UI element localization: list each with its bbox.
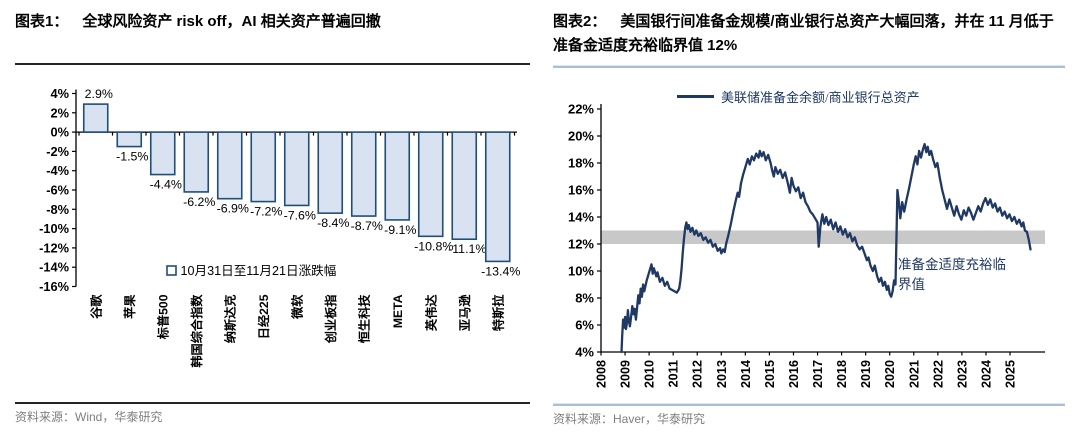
figure2-title: 图表2： 美国银行间准备金规模/商业银行总资产大幅回落，并在 11 月低于准备金适…	[553, 10, 1065, 58]
svg-text:-10.8%: -10.8%	[414, 239, 453, 253]
svg-text:18%: 18%	[568, 156, 594, 171]
svg-text:2012: 2012	[691, 360, 705, 388]
svg-text:-8.7%: -8.7%	[351, 219, 383, 233]
svg-text:-4%: -4%	[46, 163, 69, 178]
svg-text:10%: 10%	[568, 264, 594, 279]
svg-text:META: META	[391, 294, 405, 328]
svg-text:微软: 微软	[289, 294, 304, 320]
svg-text:2013: 2013	[715, 360, 729, 388]
svg-text:14%: 14%	[568, 210, 594, 225]
svg-text:创业板指: 创业板指	[323, 295, 338, 345]
line-series-marker-icon	[677, 95, 714, 98]
svg-text:-2%: -2%	[46, 144, 69, 159]
svg-text:恒生科技: 恒生科技	[356, 294, 371, 344]
figure2-legend-label: 美联储准备金余额/商业银行总资产	[721, 90, 920, 105]
figure2-source: 资料来源：Haver，华泰研究	[553, 412, 706, 426]
figure2-title-text: 美国银行间准备金规模/商业银行总资产大幅回落，并在 11 月低于准备金适度充裕临…	[553, 13, 1054, 54]
svg-text:16%: 16%	[568, 183, 594, 198]
svg-text:-12%: -12%	[39, 240, 69, 255]
svg-text:日经225: 日经225	[256, 294, 271, 339]
svg-text:-4.4%: -4.4%	[150, 178, 182, 192]
figure2-label: 图表2：	[553, 13, 607, 30]
svg-text:苹果: 苹果	[122, 294, 137, 319]
svg-text:8%: 8%	[575, 291, 594, 306]
svg-text:2%: 2%	[51, 105, 70, 120]
svg-text:-7.2%: -7.2%	[250, 205, 282, 219]
svg-text:2016: 2016	[787, 360, 801, 388]
svg-text:特斯拉: 特斯拉	[490, 294, 505, 331]
svg-text:-8.4%: -8.4%	[317, 216, 349, 230]
svg-text:纳斯达克: 纳斯达克	[222, 295, 237, 344]
figure2-title-separator	[553, 66, 1065, 68]
figure1-footer-separator	[15, 402, 530, 404]
svg-text:-16%: -16%	[39, 279, 69, 294]
svg-text:-11.1%: -11.1%	[448, 242, 486, 256]
svg-text:-6.2%: -6.2%	[183, 195, 215, 209]
svg-text:2018: 2018	[835, 360, 849, 388]
svg-text:2011: 2011	[667, 360, 681, 387]
figure1-panel: 图表1： 全球风险资产 risk off，AI 相关资产普遍回撤 4% 2% 0% -2…	[15, 0, 530, 435]
svg-text:12%: 12%	[568, 237, 594, 252]
svg-text:22%: 22%	[568, 102, 594, 117]
figure1-title: 图表1： 全球风险资产 risk off，AI 相关资产普遍回撤	[15, 10, 530, 34]
svg-text:2022: 2022	[931, 360, 945, 388]
svg-text:2024: 2024	[979, 360, 993, 388]
svg-text:2023: 2023	[955, 360, 969, 388]
svg-text:-1.5%: -1.5%	[116, 150, 148, 164]
figure1-title-separator	[15, 63, 530, 65]
svg-text:2009: 2009	[619, 360, 633, 388]
svg-text:2015: 2015	[763, 360, 777, 388]
svg-text:-13.4%: -13.4%	[481, 264, 520, 278]
svg-text:标普500: 标普500	[155, 294, 170, 340]
svg-text:10月31日至11月21日涨跌幅: 10月31日至11月21日涨跌幅	[181, 263, 337, 278]
svg-text:-9.1%: -9.1%	[384, 223, 416, 237]
svg-text:亚马逊: 亚马逊	[457, 294, 472, 331]
svg-text:4%: 4%	[51, 86, 70, 101]
svg-text:6%: 6%	[575, 318, 594, 333]
figure1-title-text: 全球风险资产 risk off，AI 相关资产普遍回撤	[82, 13, 381, 30]
svg-text:2019: 2019	[859, 360, 873, 388]
svg-text:-14%: -14%	[39, 260, 69, 275]
svg-text:2.9%: 2.9%	[85, 87, 113, 101]
figure2-line-chart: 4% 6% 8% 10% 12% 14% 16% 18% 20% 22% 2008 2009 2010 2…	[568, 102, 1045, 388]
svg-text:2008: 2008	[595, 360, 609, 388]
svg-text:2017: 2017	[811, 360, 825, 388]
svg-text:2010: 2010	[643, 360, 657, 388]
figure1-source: 资料来源：Wind，华泰研究	[15, 410, 163, 424]
figure2-panel: 图表2： 美国银行间准备金规模/商业银行总资产大幅回落，并在 11 月低于准备金适…	[553, 0, 1065, 435]
svg-text:2025: 2025	[1004, 360, 1018, 388]
threshold-annotation: 准备金适度充裕临界值	[898, 257, 1006, 292]
figure2-legend: 美联储准备金余额/商业银行总资产	[677, 87, 920, 106]
svg-text:-6%: -6%	[46, 183, 69, 198]
svg-text:-6.9%: -6.9%	[217, 202, 249, 216]
svg-text:2014: 2014	[739, 360, 753, 388]
svg-text:英伟达: 英伟达	[423, 294, 438, 331]
svg-text:4%: 4%	[575, 345, 594, 360]
svg-text:-8%: -8%	[46, 202, 69, 217]
svg-text:2021: 2021	[907, 360, 921, 388]
svg-text:-7.6%: -7.6%	[284, 208, 316, 222]
svg-text:韩国综合指数: 韩国综合指数	[189, 294, 204, 368]
svg-text:0%: 0%	[51, 125, 70, 140]
figure2-footer-separator	[553, 404, 1065, 406]
figure1-bar-chart: 4% 2% 0% -2% -4% -6% -8% -10% -12% -14% -16% 2.9% 谷歌…	[39, 86, 520, 368]
svg-text:谷歌: 谷歌	[88, 294, 103, 319]
svg-text:-10%: -10%	[39, 221, 69, 236]
svg-text:20%: 20%	[568, 129, 594, 144]
svg-text:2020: 2020	[883, 360, 897, 388]
figure1-label: 图表1：	[15, 13, 69, 30]
